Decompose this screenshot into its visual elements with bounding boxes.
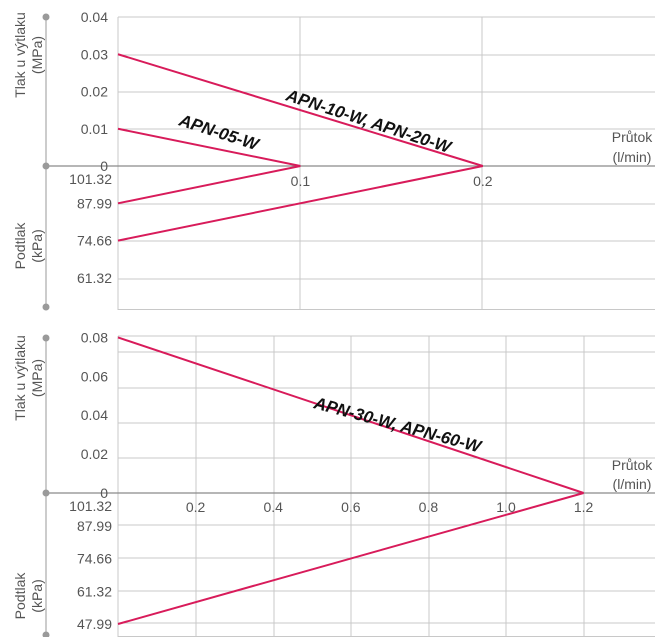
x-tick-label: 1.0 — [496, 499, 516, 515]
y-tick-upper: 0.03 — [81, 46, 108, 62]
y-tick-upper: 0 — [100, 158, 108, 174]
x-tick-label: 0.8 — [419, 499, 439, 515]
y-tick-lower: 87.99 — [77, 195, 112, 211]
side-dot-middle — [42, 162, 50, 170]
y-axis-label-upper-unit: (MPa) — [29, 359, 45, 397]
x-axis-unit: (l/min) — [613, 149, 652, 165]
side-dot-middle — [42, 489, 50, 497]
x-tick-label: 0.2 — [473, 173, 493, 189]
series-line-pressure — [117, 53, 484, 167]
y-axis-label-upper: Tlak u výtlaku (MPa) — [12, 335, 45, 421]
series-line-vacuum — [117, 492, 584, 625]
y-tick-lower: 47.99 — [77, 616, 112, 632]
y-axis-label-upper: Tlak u výtlaku (MPa) — [12, 12, 45, 98]
x-axis-label: Průtok — [612, 129, 653, 145]
y-axis-label-lower-title: Podtlak — [12, 222, 28, 270]
y-tick-upper: 0 — [100, 485, 108, 501]
y-tick-lower: 101.32 — [69, 498, 112, 514]
y-tick-upper: 0.01 — [81, 121, 108, 137]
y-tick-lower: 87.99 — [77, 518, 112, 534]
series-label: APN-05-W — [176, 110, 263, 154]
y-tick-upper: 0.04 — [81, 9, 108, 25]
y-tick-lower: 101.32 — [69, 171, 112, 187]
y-axis-label-lower-unit: (kPa) — [29, 579, 45, 612]
y-tick-upper: 0.06 — [81, 368, 108, 384]
x-tick-label: 0.6 — [341, 499, 361, 515]
side-dot-top — [42, 334, 50, 342]
x-tick-label: 0.2 — [186, 499, 206, 515]
y-axis-label-lower-title: Podtlak — [12, 572, 28, 620]
x-tick-label: 1.2 — [574, 499, 594, 515]
y-tick-lower: 61.32 — [77, 583, 112, 599]
series-line-pressure — [117, 127, 301, 167]
side-dot-top — [42, 13, 50, 21]
y-axis-label-lower: Podtlak (kPa) — [12, 572, 45, 620]
y-tick-upper: 0.02 — [81, 84, 108, 100]
series-line-vacuum — [117, 165, 484, 242]
x-axis-label: Průtok — [612, 457, 653, 473]
y-tick-lower: 74.66 — [77, 551, 112, 567]
y-axis-label-lower: Podtlak (kPa) — [12, 222, 45, 270]
y-axis-label-upper-title: Tlak u výtlaku — [12, 335, 28, 421]
series-line-pressure — [117, 336, 584, 494]
series-label: APN-10-W, APN-20-W — [283, 85, 455, 157]
side-dot-bottom — [42, 303, 50, 311]
series-label: APN-30-W, APN-60-W — [311, 393, 485, 457]
y-tick-upper: 0.08 — [81, 329, 108, 345]
side-dot-bottom — [42, 631, 50, 637]
y-axis-label-lower-unit: (kPa) — [29, 229, 45, 262]
y-tick-upper: 0.02 — [81, 446, 108, 462]
x-axis-unit: (l/min) — [613, 476, 652, 492]
y-tick-upper: 0.04 — [81, 407, 108, 423]
y-tick-lower: 74.66 — [77, 233, 112, 249]
series-line-vacuum — [117, 165, 301, 205]
y-axis-label-upper-unit: (MPa) — [29, 36, 45, 74]
y-tick-lower: 61.32 — [77, 270, 112, 286]
x-tick-label: 0.1 — [291, 173, 311, 189]
x-tick-label: 0.4 — [263, 499, 283, 515]
y-axis-label-upper-title: Tlak u výtlaku — [12, 12, 28, 98]
